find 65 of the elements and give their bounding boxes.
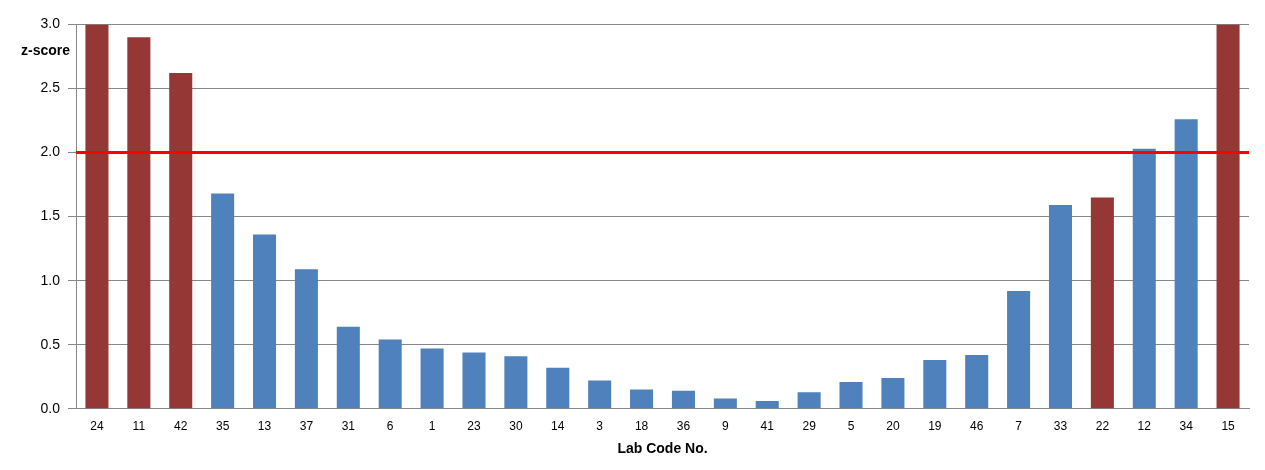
bar: [797, 392, 821, 409]
x-tick-label: 22: [1095, 419, 1110, 434]
x-tick-label: 29: [802, 419, 817, 434]
y-tick-label: 3.0: [40, 15, 61, 32]
x-tick-label: 9: [722, 419, 729, 434]
bar: [923, 360, 947, 409]
bar: [671, 390, 695, 409]
bar: [1048, 205, 1072, 409]
bar: [462, 352, 486, 409]
y-tick-label: 2.0: [40, 143, 61, 160]
x-tick-label: 14: [551, 419, 565, 434]
x-tick-label: 11: [132, 419, 146, 434]
x-tick-label: 36: [676, 419, 691, 434]
bar: [85, 24, 109, 409]
x-tick-label: 34: [1179, 419, 1194, 434]
x-tick-label: 35: [215, 419, 230, 434]
bar: [378, 339, 402, 409]
x-tick-label: 6: [386, 419, 394, 434]
x-tick-label: 33: [1053, 419, 1068, 434]
y-tick-label: 2.5: [40, 79, 61, 96]
bar: [588, 380, 612, 409]
bar: [965, 354, 989, 409]
y-tick-label: 1.5: [40, 207, 61, 224]
bar: [1174, 119, 1198, 409]
x-tick-label: 5: [847, 419, 855, 434]
bar: [253, 234, 277, 409]
x-tick-label: 31: [341, 419, 356, 434]
x-tick-label: 41: [760, 419, 775, 434]
bar: [127, 37, 151, 409]
bar: [336, 326, 360, 409]
x-tick-label: 46: [970, 419, 984, 434]
bar: [169, 73, 193, 409]
x-tick-label: 37: [299, 419, 314, 434]
x-axis-title: Lab Code No.: [617, 440, 708, 457]
bar: [504, 356, 528, 409]
bar: [630, 389, 654, 409]
x-tick-label: 18: [634, 419, 649, 434]
x-tick-label: 19: [928, 419, 942, 434]
bar: [1090, 197, 1114, 409]
bar: [420, 348, 444, 409]
x-tick-label: 3: [596, 419, 604, 434]
bar: [546, 367, 570, 409]
bar: [881, 378, 905, 409]
x-tick-label: 42: [174, 419, 188, 434]
x-tick-label: 15: [1221, 419, 1236, 434]
bar: [755, 401, 779, 409]
x-tick-label: 23: [467, 419, 481, 434]
bar: [1007, 290, 1031, 409]
x-tick-label: 13: [257, 419, 272, 434]
x-tick-label: 1: [428, 419, 436, 434]
bar: [1216, 24, 1240, 409]
bar: [294, 269, 318, 409]
bar: [1132, 148, 1156, 409]
bar: [713, 398, 737, 409]
x-tick-label: 30: [509, 419, 523, 434]
x-tick-label: 24: [90, 419, 104, 434]
x-tick-label: 7: [1015, 419, 1023, 434]
y-tick-label: 0.5: [40, 335, 61, 352]
bar: [211, 193, 235, 409]
x-tick-label: 12: [1137, 419, 1152, 434]
x-tick-label: 20: [886, 419, 900, 434]
y-tick-label: 1.0: [40, 271, 61, 288]
y-tick-label: 0.0: [40, 399, 61, 416]
bar: [839, 381, 863, 409]
y-axis-title: z-score: [20, 42, 71, 59]
